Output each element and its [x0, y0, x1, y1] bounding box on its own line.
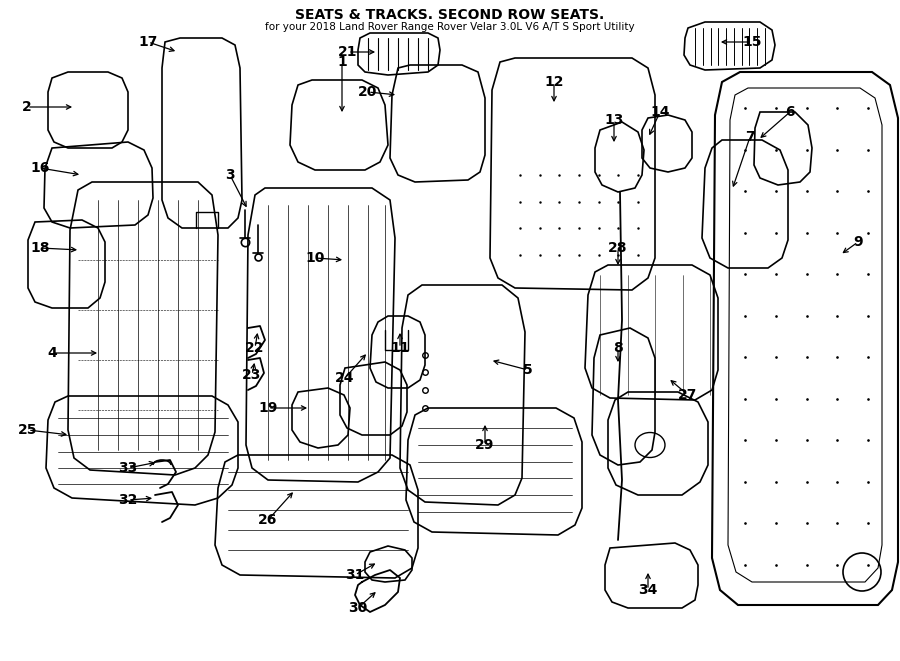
- Text: 13: 13: [604, 113, 624, 127]
- Text: 4: 4: [47, 346, 57, 360]
- Text: 26: 26: [258, 513, 278, 527]
- Text: 20: 20: [358, 85, 378, 99]
- Text: 10: 10: [305, 251, 325, 265]
- Text: 18: 18: [31, 241, 50, 255]
- Text: 29: 29: [475, 438, 495, 452]
- Text: 21: 21: [338, 45, 358, 59]
- Text: 9: 9: [853, 235, 863, 249]
- Text: 3: 3: [225, 168, 235, 182]
- Text: 31: 31: [346, 568, 365, 582]
- Text: 6: 6: [785, 105, 795, 119]
- Text: 19: 19: [258, 401, 278, 415]
- Text: 32: 32: [118, 493, 138, 507]
- Text: for your 2018 Land Rover Range Rover Velar 3.0L V6 A/T S Sport Utility: for your 2018 Land Rover Range Rover Vel…: [266, 22, 634, 32]
- Text: 12: 12: [544, 75, 563, 89]
- Text: 30: 30: [348, 601, 367, 615]
- Text: 33: 33: [119, 461, 138, 475]
- Text: 5: 5: [523, 363, 533, 377]
- Text: 23: 23: [242, 368, 262, 382]
- Text: 14: 14: [650, 105, 670, 119]
- Text: 1: 1: [338, 55, 346, 69]
- Text: 2: 2: [22, 100, 32, 114]
- Text: 28: 28: [608, 241, 628, 255]
- Text: 24: 24: [335, 371, 355, 385]
- Text: 25: 25: [18, 423, 38, 437]
- Text: 16: 16: [31, 161, 50, 175]
- Text: 8: 8: [613, 341, 623, 355]
- Text: 27: 27: [679, 388, 698, 402]
- Text: SEATS & TRACKS. SECOND ROW SEATS.: SEATS & TRACKS. SECOND ROW SEATS.: [295, 8, 605, 22]
- Text: 17: 17: [139, 35, 158, 49]
- Text: 22: 22: [245, 341, 265, 355]
- Text: 7: 7: [745, 130, 755, 144]
- Text: 34: 34: [638, 583, 658, 597]
- Text: 11: 11: [391, 341, 410, 355]
- Text: 15: 15: [742, 35, 761, 49]
